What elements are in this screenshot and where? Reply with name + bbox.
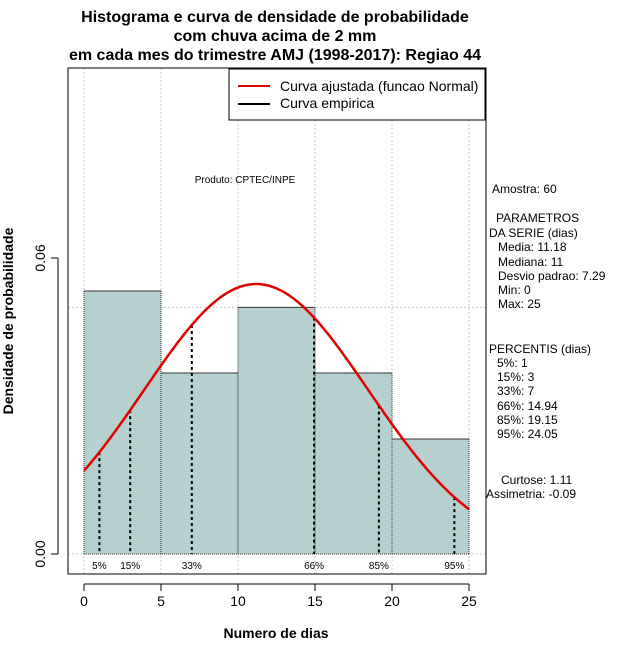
stat-percentis-header: PERCENTIS (dias) [489,342,591,356]
percentile-label: 66% [304,561,324,572]
stat-p15: 15%: 3 [497,370,535,384]
stat-p85: 85%: 19.15 [497,413,558,427]
x-tick-label: 0 [80,593,88,609]
histogram-bar [161,372,238,554]
plot-frame [67,67,487,575]
x-tick-label: 20 [384,593,400,609]
legend-box [228,68,486,121]
bars-layer [83,290,470,555]
stat-desvio: Desvio padrao: 7.29 [498,269,606,283]
percentile-label: 85% [369,561,389,572]
y-axis-title: Densidade de probabilidade [0,227,16,414]
stat-sample: Amostra: 60 [492,182,557,196]
stat-p33: 33%: 7 [497,384,535,398]
stat-p66: 66%: 14.94 [497,399,558,413]
stat-media: Media: 11.18 [498,240,567,254]
stat-assimetria: Assimetria: -0.09 [486,487,576,501]
histogram-bar [238,307,315,554]
stat-mediana: Mediana: 11 [498,255,563,269]
percentile-label: 15% [120,561,140,572]
x-tick-label: 15 [307,593,323,609]
fitted-normal-curve [83,282,470,511]
stat-p5: 5%: 1 [497,356,528,370]
x-tick-label: 25 [461,593,477,609]
legend-empirical-label: Curva empirica [280,95,374,111]
x-tick-label: 10 [230,593,246,609]
x-axis-title: Numero de dias [223,625,328,641]
chart-title-line-3: em cada mes do trimestre AMJ (1998-2017)… [69,47,481,64]
y-tick-label: 0.06 [32,244,48,271]
stat-max: Max: 25 [498,297,541,311]
percentile-layer: 5% 15% 33% 66% 85% 95% [92,317,464,572]
stat-p95: 95%: 24.05 [497,427,558,441]
chart-title-line-2: com chuva acima de 2 mm [174,28,377,45]
stat-params-header-2: DA SERIE (dias) [489,226,578,240]
percentile-label: 33% [182,561,202,572]
chart-title-line-1: Histograma e curva de densidade de proba… [81,9,469,26]
percentile-label: 95% [444,561,464,572]
histogram-bar [392,439,469,554]
axis-layer: 0 5 10 15 20 25 0.00 0.06 [32,244,477,609]
legend-fitted-label: Curva ajustada (funcao Normal) [280,78,478,94]
product-credit: Produto: CPTEC/INPE [195,175,296,186]
legend: Curva ajustada (funcao Normal) Curva emp… [228,68,486,121]
stat-min: Min: 0 [498,283,531,297]
curve-layer [83,282,470,511]
histogram-bar [315,372,392,554]
x-tick-label: 5 [157,593,165,609]
stat-curtose: Curtose: 1.11 [501,473,572,487]
stats-panel: Amostra: 60 PARAMETROS DA SERIE (dias) M… [486,182,606,501]
percentile-label: 5% [92,561,107,572]
y-tick-label: 0.00 [32,540,48,567]
stat-params-header-1: PARAMETROS [496,211,579,225]
